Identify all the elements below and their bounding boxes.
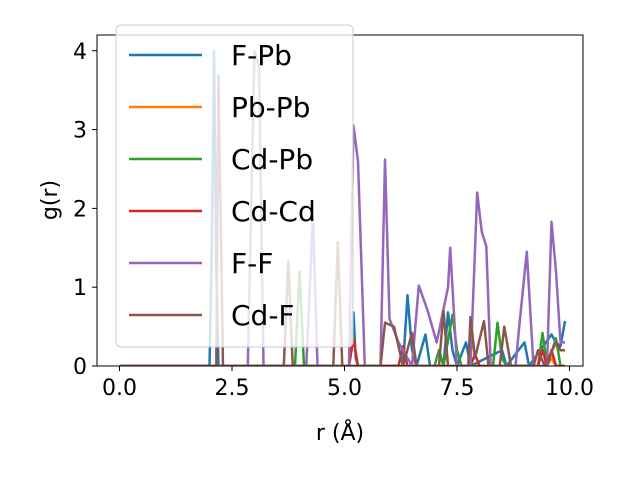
legend-label-f-f: F-F bbox=[231, 247, 273, 280]
y-tick-label: 1 bbox=[73, 276, 87, 301]
series-line-pb-pb bbox=[119, 356, 565, 366]
y-axis: 0 1 2 3 4 bbox=[73, 40, 97, 380]
x-tick-label: 7.5 bbox=[440, 376, 475, 401]
y-axis-label: g(r) bbox=[38, 180, 63, 220]
x-tick-label: 2.5 bbox=[215, 376, 250, 401]
series-line-f-pb bbox=[119, 49, 567, 366]
x-tick-label: 10.0 bbox=[545, 376, 594, 401]
y-tick-label: 2 bbox=[73, 197, 87, 222]
x-tick-label: 5.0 bbox=[327, 376, 362, 401]
x-tick-label: 0.0 bbox=[102, 376, 137, 401]
legend-label-cd-pb: Cd-Pb bbox=[231, 143, 313, 176]
y-tick-label: 4 bbox=[73, 40, 87, 65]
x-axis-label: r (Å) bbox=[316, 419, 364, 446]
legend-label-f-pb: F-Pb bbox=[231, 39, 292, 72]
legend-label-pb-pb: Pb-Pb bbox=[231, 91, 310, 124]
y-tick-label: 3 bbox=[73, 119, 87, 144]
legend-label-cd-cd: Cd-Cd bbox=[231, 195, 316, 228]
legend: F-Pb Pb-Pb Cd-Pb Cd-Cd F-F Cd-F bbox=[115, 24, 354, 348]
legend-label-cd-f: Cd-F bbox=[231, 299, 295, 332]
y-tick-label: 0 bbox=[73, 355, 87, 380]
x-axis: 0.0 2.5 5.0 7.5 10.0 bbox=[102, 366, 594, 401]
legend-box bbox=[115, 24, 354, 348]
